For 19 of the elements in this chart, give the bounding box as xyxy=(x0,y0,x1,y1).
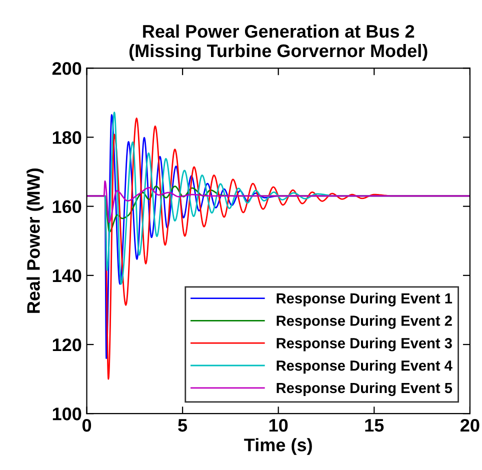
y-tick-label: 140 xyxy=(52,269,82,282)
x-tick-label: 15 xyxy=(365,419,384,432)
x-tick-label: 20 xyxy=(460,418,480,432)
legend-label: Response During Event 4 xyxy=(276,360,452,374)
x-tick-label: 10 xyxy=(269,418,288,432)
legend-label: Response During Event 2 xyxy=(276,315,452,329)
y-axis-title: Real Power (MW) xyxy=(26,168,44,313)
x-tick-label: 0 xyxy=(82,418,92,432)
x-tick-label: 5 xyxy=(178,419,188,432)
y-tick-label: 200 xyxy=(52,62,82,75)
y-tick-label: 160 xyxy=(52,200,82,214)
y-tick-label: 120 xyxy=(52,338,82,352)
legend-label: Response During Event 5 xyxy=(276,382,452,396)
chart-title: Real Power Generation at Bus 2 (Missing Turbine Gorvernor Model) xyxy=(129,24,428,61)
legend-label: Response During Event 1 xyxy=(276,292,452,306)
legend-label: Response During Event 3 xyxy=(276,338,452,352)
y-tick-label: 100 xyxy=(52,408,82,420)
x-axis-title: Time (s) xyxy=(244,438,312,455)
y-tick-label: 180 xyxy=(52,131,82,144)
